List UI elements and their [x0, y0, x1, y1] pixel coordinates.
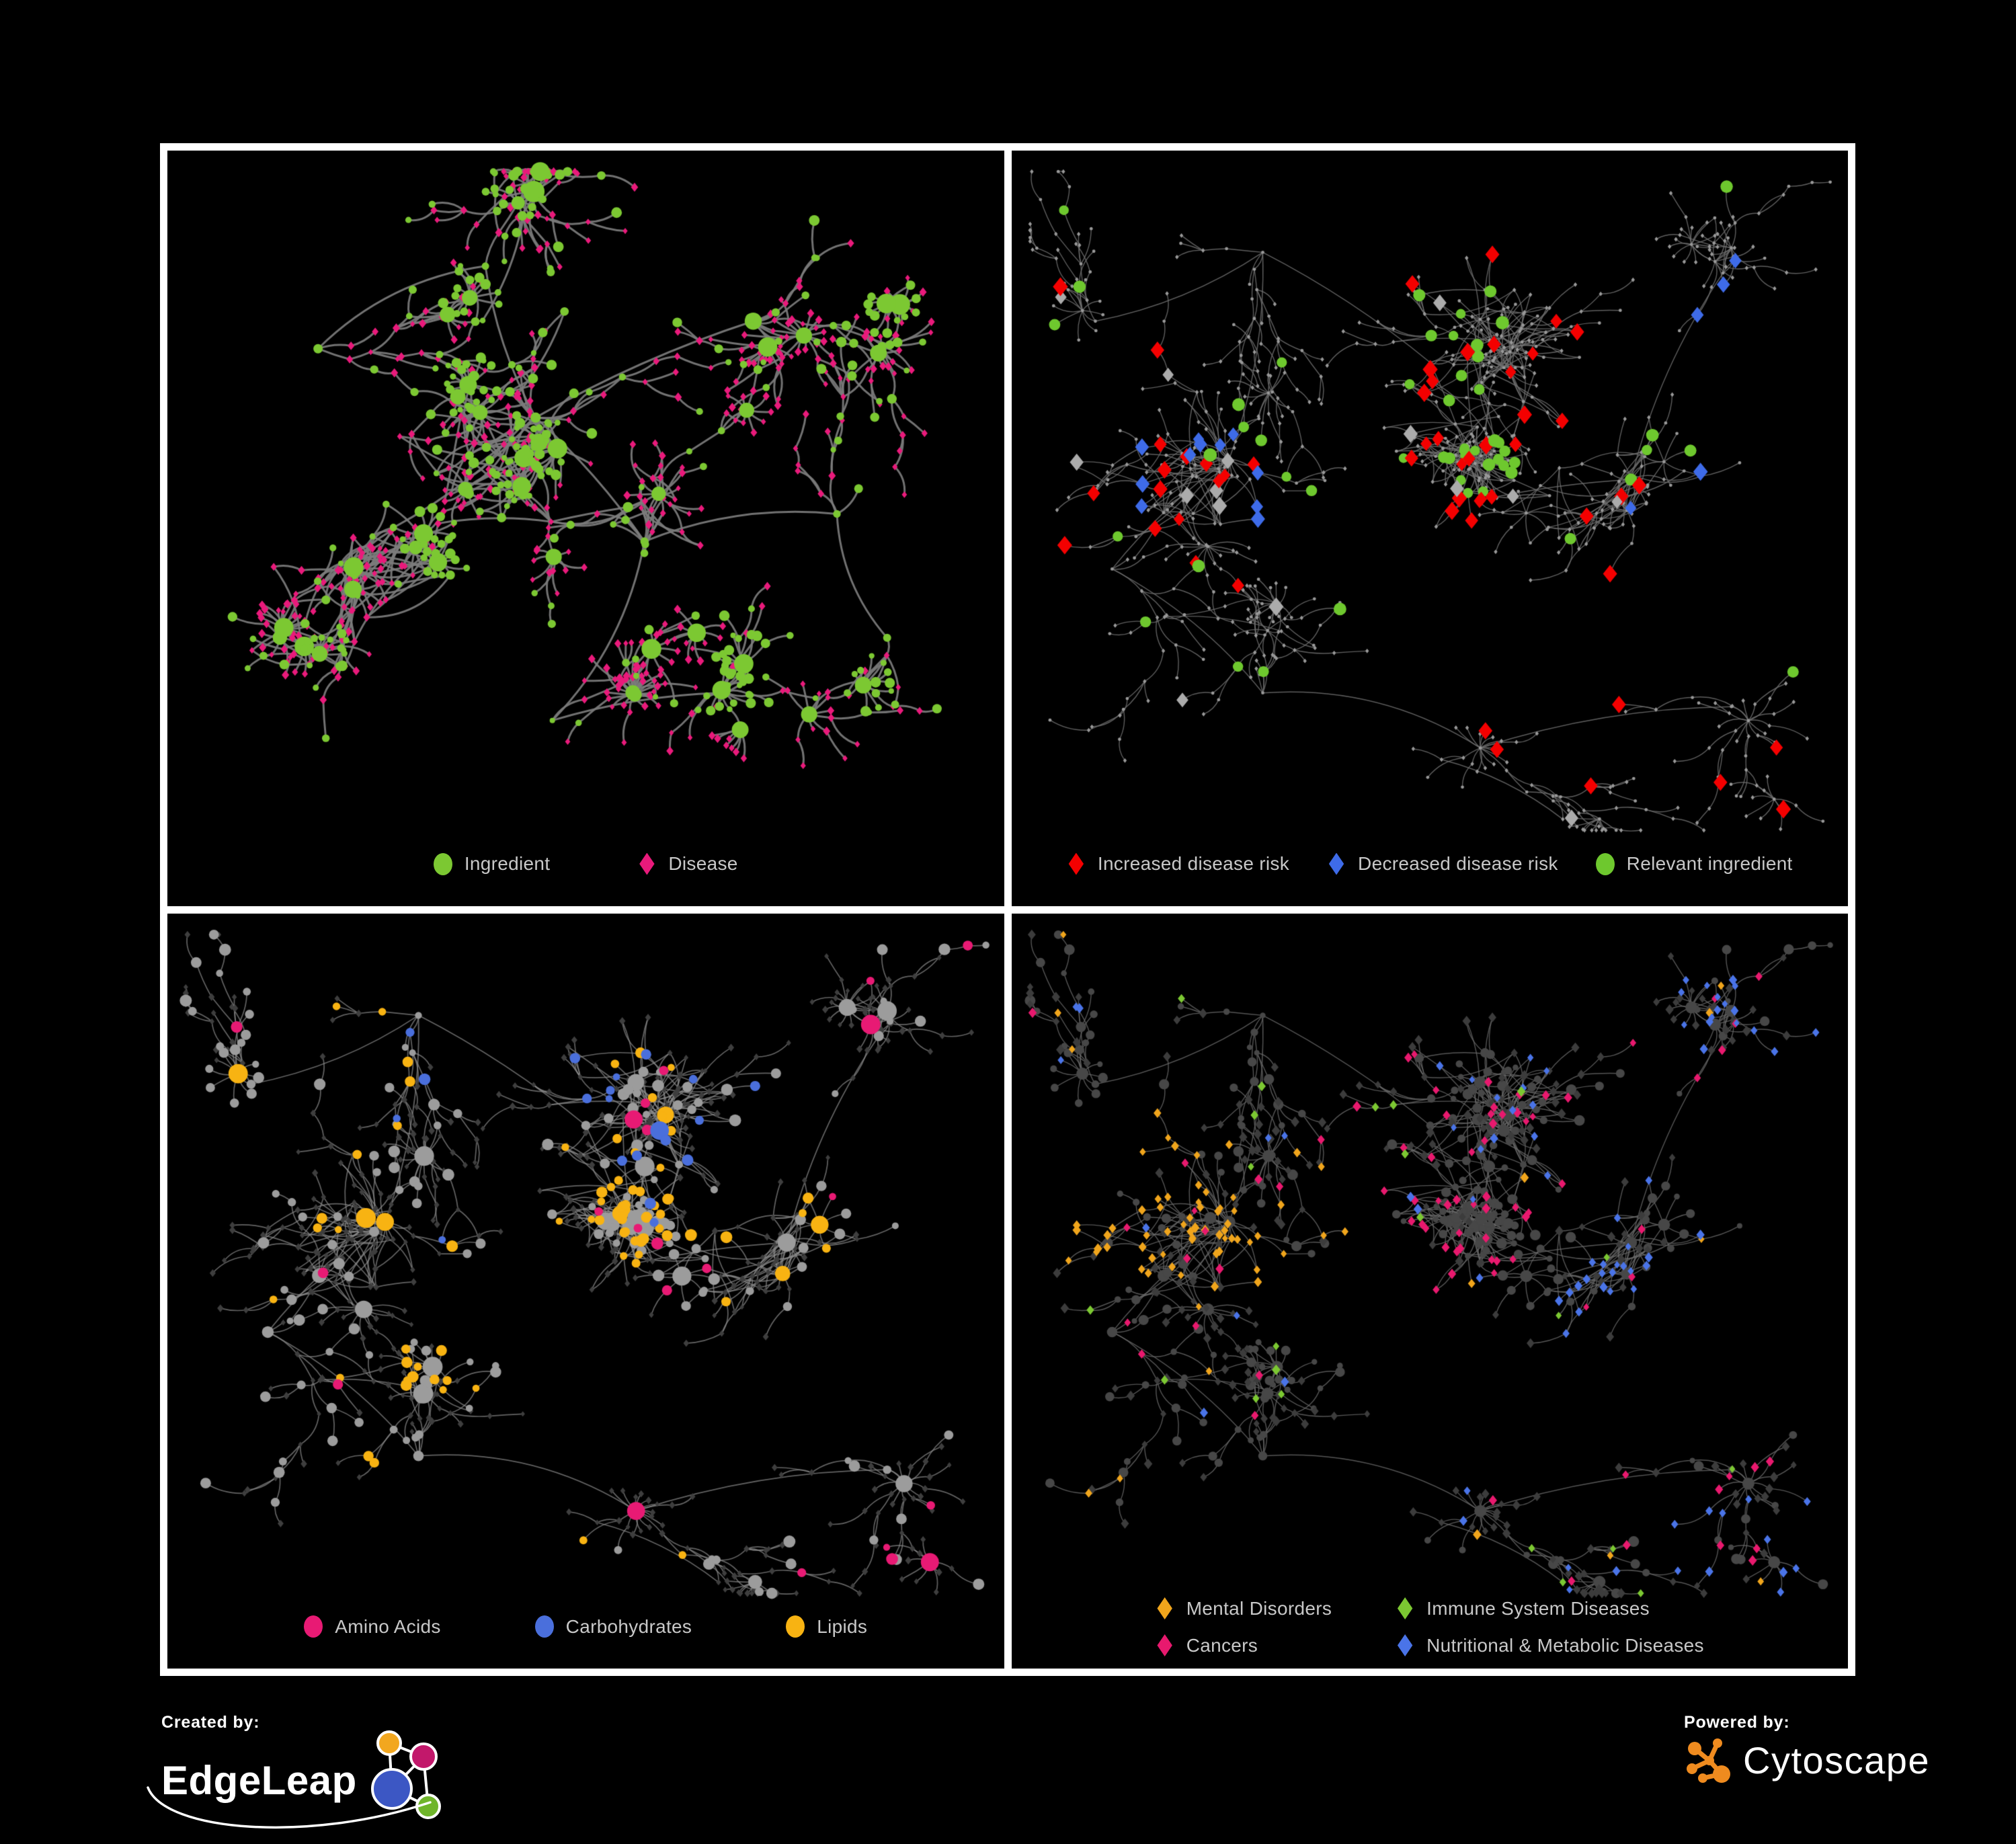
edgeleap-lockup: EdgeLeap: [147, 1730, 447, 1829]
ingredient-classes-network-canvas: [167, 913, 1004, 1669]
disease-classes-network-canvas: [1011, 913, 1848, 1669]
disease-risk-network-canvas: [1011, 151, 1848, 906]
legend-disease-classes: Mental Disorders Immune System Diseases …: [1012, 1597, 1849, 1656]
legend-label: Disease: [668, 853, 738, 874]
edgeleap-logo-icon: [370, 1730, 441, 1819]
nutritional-metabolic-swatch-icon: [1397, 1634, 1413, 1656]
legend-item: Carbohydrates: [534, 1615, 692, 1638]
powered-by-label: Powered by:: [1684, 1713, 1790, 1732]
legend-label: Ingredient: [464, 853, 551, 874]
legend-label: Amino Acids: [335, 1615, 441, 1637]
edgeleap-wordmark: EdgeLeap: [161, 1758, 357, 1803]
legend-label: Relevant ingredient: [1626, 853, 1793, 874]
decreased-risk-swatch-icon: [1328, 852, 1344, 875]
legend-disease-risk: Increased disease risk Decreased disease…: [1012, 852, 1849, 875]
created-by-label: Created by:: [161, 1713, 260, 1732]
mental-disorders-swatch-icon: [1157, 1597, 1172, 1619]
legend-item: Lipids: [786, 1615, 867, 1638]
panel-ingredient-classes: Amino Acids Carbohydrates Lipids: [167, 913, 1004, 1669]
carbohydrates-swatch-icon: [534, 1615, 554, 1638]
panel-disease-classes: Mental Disorders Immune System Diseases …: [1011, 913, 1849, 1669]
ingredient-disease-network-canvas: [167, 151, 1004, 906]
network-figure-grid: Ingredient Disease Increased disease ris…: [160, 143, 1855, 1676]
cytoscape-lockup: Cytoscape: [1684, 1735, 1930, 1786]
legend-label: Immune System Diseases: [1426, 1597, 1650, 1619]
legend-label: Increased disease risk: [1097, 853, 1290, 874]
cancers-swatch-icon: [1157, 1634, 1172, 1656]
legend-item: Decreased disease risk: [1327, 852, 1558, 875]
legend-item: Amino Acids: [304, 1615, 440, 1638]
cytoscape-wordmark: Cytoscape: [1743, 1739, 1931, 1781]
legend-item: Mental Disorders: [1156, 1597, 1332, 1619]
amino-acids-swatch-icon: [304, 1615, 323, 1638]
legend-item: Relevant ingredient: [1595, 852, 1793, 875]
legend-label: Lipids: [817, 1615, 868, 1637]
legend-item: Cancers: [1156, 1634, 1332, 1656]
panel-ingredient-disease: Ingredient Disease: [167, 151, 1004, 906]
lipids-swatch-icon: [786, 1615, 805, 1638]
cytoscape-logo-icon: [1687, 1738, 1730, 1783]
ingredient-swatch-icon: [433, 852, 452, 875]
immune-diseases-swatch-icon: [1397, 1597, 1413, 1619]
legend-item: Immune System Diseases: [1396, 1597, 1704, 1619]
powered-by-attribution: Powered by: Cytoscape: [1684, 1713, 1930, 1786]
disease-swatch-icon: [639, 852, 655, 875]
panel-disease-risk: Increased disease risk Decreased disease…: [1011, 151, 1849, 906]
legend-item: Ingredient: [433, 852, 551, 875]
legend-label: Carbohydrates: [565, 1615, 692, 1637]
legend-label: Nutritional & Metabolic Diseases: [1426, 1634, 1704, 1656]
legend-ingredient-disease: Ingredient Disease: [167, 852, 1004, 875]
increased-risk-swatch-icon: [1068, 852, 1084, 875]
legend-item: Increased disease risk: [1067, 852, 1290, 875]
legend-item: Disease: [637, 852, 738, 875]
relevant-ingredient-swatch-icon: [1595, 852, 1615, 875]
creator-attribution: Created by: EdgeLeap: [147, 1713, 447, 1829]
legend-item: Nutritional & Metabolic Diseases: [1396, 1634, 1704, 1656]
legend-label: Cancers: [1186, 1634, 1258, 1656]
legend-label: Decreased disease risk: [1358, 853, 1558, 874]
legend-ingredient-classes: Amino Acids Carbohydrates Lipids: [167, 1615, 1004, 1638]
legend-label: Mental Disorders: [1186, 1597, 1332, 1619]
